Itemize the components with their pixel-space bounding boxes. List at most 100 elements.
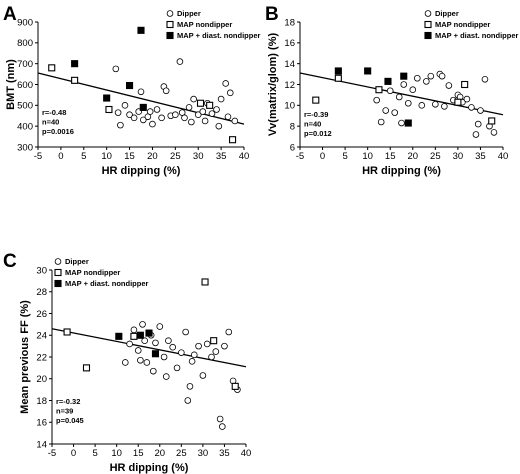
- dipper-point: [126, 340, 133, 348]
- y-tick-label: 30: [36, 265, 47, 276]
- x-tick-label: 20: [147, 151, 158, 162]
- dipper-point: [203, 340, 211, 348]
- dipper-point: [182, 328, 189, 336]
- dipper-point: [199, 108, 207, 115]
- map-nondipper-point: [63, 328, 71, 336]
- x-tick-label: 25: [430, 151, 441, 162]
- dipper-point: [377, 118, 385, 126]
- panel-letter-b: B: [265, 4, 279, 25]
- y-tick-label: 24: [36, 331, 47, 342]
- legend-marker-dipper: [54, 258, 62, 265]
- dipper-point: [400, 81, 408, 88]
- dipper-point: [121, 359, 129, 366]
- dipper-point: [477, 107, 484, 114]
- dipper-point: [215, 122, 223, 130]
- x-tick-label: 5: [81, 151, 86, 162]
- dipper-point: [432, 100, 439, 108]
- dipper-point: [149, 120, 156, 128]
- dipper-point: [212, 348, 220, 355]
- dipper-point: [418, 102, 426, 109]
- dipper-point: [386, 87, 394, 95]
- dipper-point: [195, 342, 202, 350]
- legend-marker-map-nondipper: [54, 268, 62, 277]
- y-tick-label: 500: [17, 101, 33, 112]
- legend: Dipper MAP nondipper MAP + diast. nondippe…: [54, 257, 148, 288]
- dipper-point: [165, 337, 172, 344]
- stat-label: p=0.012: [304, 129, 332, 138]
- legend: Dipper MAP nondipper MAP + diast. nondippe…: [424, 9, 518, 40]
- dipper-point: [130, 114, 138, 122]
- dipper-point: [217, 95, 225, 103]
- legend-marker-dipper: [424, 10, 432, 17]
- dipper-point: [423, 78, 430, 85]
- map-diast-nondipper-point: [139, 103, 147, 111]
- dipper-point: [413, 74, 421, 82]
- dipper-point: [130, 326, 138, 334]
- dipper-point: [178, 349, 185, 356]
- stat-label: p=0.045: [56, 416, 84, 425]
- x-tick-label: 25: [170, 151, 181, 162]
- dipper-point: [398, 119, 405, 127]
- dipper-point: [184, 397, 192, 404]
- map-nondipper-point: [231, 382, 239, 390]
- panel-letter-a: A: [3, 4, 17, 25]
- map-nondipper-point: [71, 76, 79, 84]
- legend-label: MAP nondipper: [65, 268, 120, 277]
- map-nondipper-point: [454, 98, 462, 106]
- y-tick-label: 22: [36, 352, 47, 363]
- dipper-point: [137, 88, 145, 96]
- stat-label: n=39: [56, 407, 73, 416]
- x-tick-label: -5: [48, 448, 56, 459]
- dipper-point: [160, 353, 168, 361]
- dipper-point: [121, 102, 129, 109]
- legend-marker-map-diast-nondipper: [54, 279, 62, 288]
- dipper-point: [126, 111, 133, 119]
- legend-label: MAP + diast. nondipper: [435, 31, 518, 40]
- stat-label: r=-0.48: [42, 108, 66, 117]
- dipper-point: [150, 367, 157, 375]
- legend-label: Dipper: [435, 9, 459, 18]
- dipper-point: [490, 129, 498, 136]
- map-diast-nondipper-point: [384, 77, 392, 85]
- y-tick-label: 900: [17, 17, 33, 28]
- map-diast-nondipper-point: [126, 81, 134, 90]
- dipper-point: [463, 95, 471, 103]
- y-tick-label: 14: [36, 439, 47, 450]
- map-nondipper-point: [461, 80, 469, 89]
- map-diast-nondipper-point: [71, 60, 79, 68]
- legend-marker-map-diast-nondipper: [166, 31, 174, 40]
- regression-line: [51, 328, 247, 368]
- map-nondipper-point: [488, 117, 496, 125]
- x-tick-label: 40: [498, 151, 509, 162]
- dipper-point: [409, 86, 417, 94]
- x-tick-label: 35: [219, 448, 230, 459]
- x-tick-label: 30: [198, 448, 209, 459]
- dipper-point: [395, 93, 403, 101]
- y-tick-label: 400: [17, 121, 33, 132]
- dipper-point: [139, 321, 146, 328]
- x-axis-label: HR dipping (%): [110, 462, 189, 474]
- map-nondipper-point: [312, 96, 320, 104]
- x-tick-label: 5: [342, 151, 347, 162]
- dipper-point: [158, 114, 165, 122]
- dipper-point: [137, 356, 144, 364]
- map-nondipper-point: [206, 101, 214, 109]
- dipper-point: [373, 96, 380, 104]
- map-diast-nondipper-point: [400, 72, 408, 80]
- dipper-point: [114, 109, 122, 116]
- map-nondipper-point: [201, 278, 209, 286]
- y-tick-label: 300: [17, 142, 33, 153]
- y-tick-label: 14: [284, 59, 295, 70]
- legend-label: MAP nondipper: [435, 20, 490, 29]
- x-tick-label: 35: [216, 151, 227, 162]
- legend: Dipper MAP nondipper MAP + diast. nondippe…: [166, 9, 260, 40]
- map-diast-nondipper-point: [334, 67, 342, 75]
- map-nondipper-point: [82, 364, 91, 372]
- y-axis-label: Mean previous FF (%): [19, 300, 31, 414]
- stat-label: n=40: [42, 118, 59, 127]
- x-tick-label: 15: [124, 151, 135, 162]
- dipper-point: [445, 82, 453, 89]
- stat-label: p=0.0016: [42, 127, 74, 136]
- dipper-point: [141, 337, 148, 344]
- x-axis-label: HR dipping (%): [102, 165, 181, 177]
